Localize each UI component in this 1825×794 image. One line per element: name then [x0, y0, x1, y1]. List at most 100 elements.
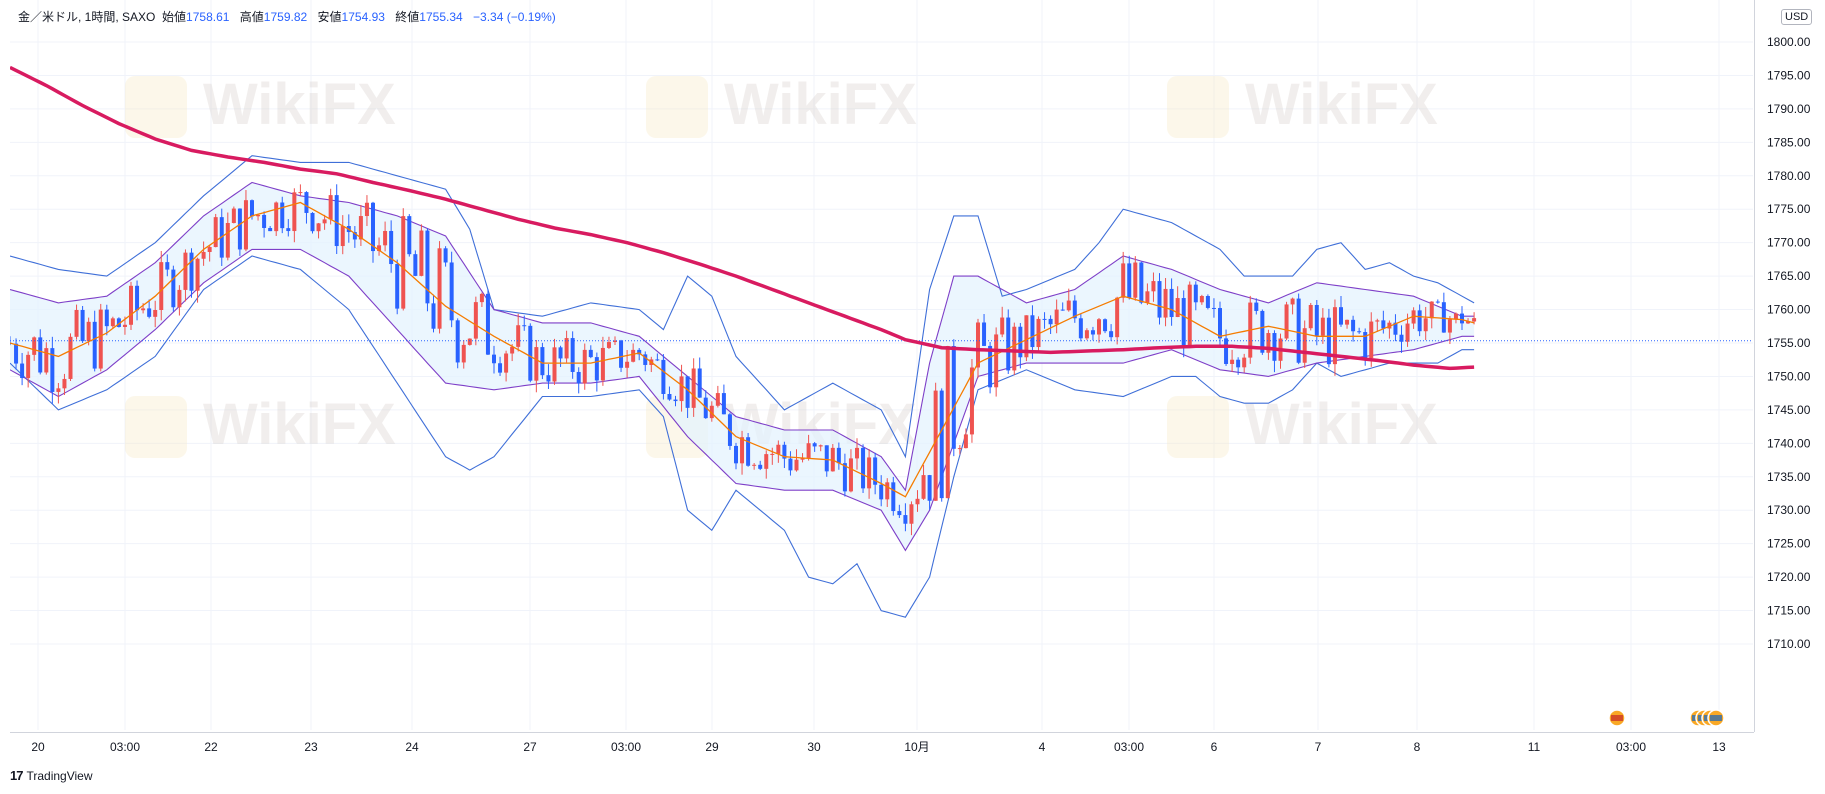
time-tick-label: 4	[1039, 740, 1046, 754]
candle-body	[824, 445, 829, 472]
candle-body	[1345, 319, 1350, 325]
candle-body	[885, 482, 890, 500]
candle-body	[1254, 302, 1259, 311]
candle-body	[340, 226, 345, 247]
candle-body	[32, 337, 37, 355]
candle-body	[752, 464, 757, 466]
symbol-label[interactable]: 金／米ドル, 1時間, SAXO	[18, 10, 156, 24]
ma-long-line	[10, 65, 1475, 371]
candle-body	[116, 318, 121, 327]
candle-body	[153, 310, 158, 317]
candle-body	[540, 347, 545, 376]
candle-body	[667, 393, 672, 400]
price-tick-label: 1795.00	[1767, 68, 1811, 82]
price-tick-label: 1715.00	[1767, 604, 1811, 618]
currency-badge[interactable]: USD	[1781, 9, 1813, 25]
bollinger-fill-area	[10, 182, 1475, 551]
time-tick-label: 6	[1211, 740, 1218, 754]
candle-body	[504, 353, 509, 373]
candle-body	[1290, 298, 1295, 305]
candle-body	[135, 285, 140, 311]
candle-body	[1103, 319, 1108, 332]
watermark-text: WikiFX	[203, 392, 396, 457]
candle-body	[1205, 296, 1210, 308]
candle-body	[1121, 263, 1126, 298]
candle-body	[697, 368, 702, 398]
candle-body	[92, 321, 97, 369]
time-tick-label: 24	[405, 740, 419, 754]
candle-body	[982, 322, 987, 346]
price-tick-label: 1745.00	[1767, 403, 1811, 417]
price-tick-label: 1775.00	[1767, 202, 1811, 216]
candle-body	[498, 363, 503, 373]
candle-body	[26, 354, 31, 379]
candle-body	[334, 195, 339, 247]
candle-body	[231, 208, 236, 223]
candle-body	[1308, 304, 1313, 329]
price-axis[interactable]: 1800.00 1795.00 1790.00 1785.00 1780.00 1775.…	[1754, 0, 1825, 732]
time-tick-label: 03:00	[110, 740, 140, 754]
candle-body	[915, 498, 920, 505]
chart-area[interactable]: WikiFX WikiFX WikiFX WikiFX WikiFX WikiFX	[10, 0, 1753, 730]
candle-body	[467, 338, 472, 345]
candle-body	[1139, 262, 1144, 303]
candle-body	[1272, 333, 1277, 361]
candle-body	[879, 484, 884, 500]
candle-body	[1284, 304, 1289, 339]
candle-body	[1054, 309, 1059, 325]
candle-body	[746, 437, 751, 466]
price-tick-label: 1750.00	[1767, 369, 1811, 383]
candle-body	[903, 515, 908, 524]
candle-body	[1030, 315, 1035, 348]
candle-body	[861, 447, 866, 489]
candle-body	[1363, 332, 1368, 358]
candle-body	[1423, 318, 1428, 332]
close-label: 終値	[395, 10, 420, 24]
tradingview-logo[interactable]: 17 TradingView	[10, 768, 93, 783]
candle-body	[437, 248, 442, 329]
candle-body	[576, 371, 581, 384]
candle-body	[679, 376, 684, 402]
candle-body	[1024, 315, 1029, 358]
candle-body	[582, 349, 587, 384]
candle-body	[1218, 308, 1222, 339]
candle-body	[933, 390, 938, 501]
candle-body	[939, 390, 944, 499]
candle-body	[867, 457, 872, 489]
candle-body	[207, 247, 212, 252]
candle-body	[818, 445, 823, 447]
candle-body	[516, 325, 521, 347]
close-value: 1755.34	[419, 10, 463, 24]
candle-body	[558, 347, 563, 359]
time-tick-label: 10月	[904, 740, 929, 754]
watermark-logo-icon	[125, 76, 187, 138]
candle-body	[262, 214, 267, 228]
candle-body	[171, 269, 176, 308]
candle-body	[1090, 330, 1095, 335]
watermark-logo-icon	[646, 76, 708, 138]
candle-body	[855, 447, 859, 459]
candle-body	[1260, 310, 1265, 353]
price-tick-label: 1735.00	[1767, 470, 1811, 484]
candle-body	[1369, 321, 1374, 358]
candle-body	[758, 464, 763, 469]
open-label: 始値	[162, 10, 187, 24]
candle-body	[1072, 300, 1077, 319]
candle-body	[528, 325, 533, 381]
candle-body	[479, 293, 484, 303]
candle-body	[213, 217, 218, 248]
candle-body	[141, 308, 146, 311]
tradingview-mark-icon: 17	[10, 768, 24, 783]
candle-body	[1211, 307, 1216, 309]
candle-body	[1320, 317, 1325, 336]
candle-body	[268, 227, 273, 232]
watermark-text: WikiFX	[724, 72, 917, 137]
price-tick-label: 1790.00	[1767, 102, 1811, 116]
candle-body	[570, 338, 575, 372]
time-axis[interactable]: 20 03:00 22 23 24 27 03:00 29 30 10月 4 03:00 6 7 8 11 03…	[10, 732, 1754, 761]
candle-body	[407, 216, 412, 255]
candle-body	[1417, 310, 1422, 332]
candle-body	[848, 458, 853, 492]
